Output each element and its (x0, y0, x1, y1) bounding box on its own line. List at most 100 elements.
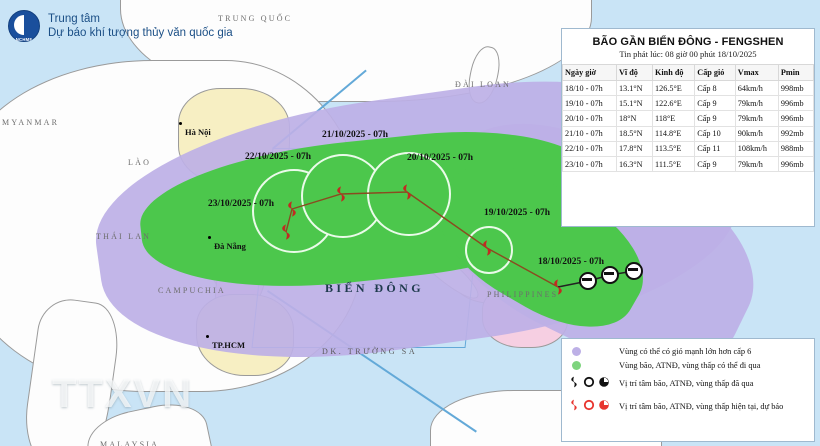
ring-icon (583, 398, 595, 416)
track-date-label-0: 23/10/2025 - 07h (208, 199, 274, 209)
agency-header: NCHMF Trung tâm Dự báo khí tượng thủy vă… (8, 10, 233, 42)
table-cell-0-4: 64km/h (734, 79, 779, 97)
legend-panel: Vùng có thể có gió mạnh lớn hơn cấp 6 Vùn… (561, 338, 815, 442)
legend-label: Vị trí tâm bão, ATNĐ, vùng thấp hiện tại… (619, 402, 784, 411)
past-position-marker-0 (579, 272, 597, 290)
table-cell-5-3: Cấp 9 (694, 155, 736, 173)
country-label-5: CAMPUCHIA (158, 286, 226, 295)
table-cell-3-0: 21/10 - 07h (561, 125, 618, 142)
table-cell-1-0: 19/10 - 07h (561, 95, 618, 112)
table-cell-5-2: 111.5°E (652, 155, 696, 173)
table-col-5: Pmin (777, 64, 815, 81)
panel-subtitle: Tin phát lúc: 08 giờ 00 phút 18/10/2025 (619, 49, 757, 59)
table-cell-4-0: 22/10 - 07h (561, 140, 618, 157)
table-cell-1-2: 122.6°E (652, 95, 696, 112)
table-cell-3-1: 18.5°N (616, 125, 654, 142)
table-row: 20/10 - 07h 18°N 118°E Cấp 9 79km/h 996mb (561, 110, 815, 127)
table-cell-4-1: 17.8°N (616, 140, 654, 157)
cyclone-icon (568, 398, 580, 416)
legend-item-0: Vùng có thể có gió mạnh lớn hơn cấp 6 (562, 344, 814, 358)
city-label-0: Hà Nội (179, 122, 211, 137)
table-cell-1-1: 15.1°N (616, 95, 654, 112)
table-cell-4-4: 108km/h (734, 140, 779, 157)
legend-item-3: Vị trí tâm bão, ATNĐ, vùng thấp hiện tại… (562, 395, 814, 418)
table-cell-3-3: Cấp 10 (694, 125, 736, 142)
forecast-position-marker-0 (278, 224, 295, 241)
legend-marker-icons (568, 375, 612, 393)
city-dot-icon (179, 122, 182, 125)
forecast-table-panel: BÃO GẦN BIỂN ĐÔNG - FENGSHEN Tin phát lú… (561, 28, 815, 227)
country-label-7: MALAYSIA (100, 440, 160, 446)
table-col-2: Kinh độ (652, 64, 696, 81)
past-position-marker-2 (625, 262, 643, 280)
cyclone-icon (568, 375, 580, 393)
country-label-2: THÁI LAN (96, 232, 152, 241)
table-row: 21/10 - 07h 18.5°N 114.8°E Cấp 10 90km/h 992m… (561, 125, 815, 142)
track-date-label-3: 20/10/2025 - 07h (407, 153, 473, 163)
half-circle-icon (598, 375, 610, 393)
table-cell-3-2: 114.8°E (652, 125, 696, 142)
forecast-position-marker-3 (399, 184, 416, 201)
archipelago-label-0: DK. TRƯỜNG SA (322, 347, 418, 356)
table-cell-1-4: 79km/h (734, 95, 779, 112)
legend-label: Vùng bão, ATNĐ, vùng thấp có thể đi qua (619, 360, 761, 370)
table-row: 18/10 - 07h 13.1°N 126.5°E Cấp 8 64km/h 998mb (561, 79, 815, 97)
table-col-1: Vĩ độ (616, 64, 654, 81)
city-dot-icon (208, 236, 211, 239)
table-cell-5-5: 996mb (777, 155, 815, 173)
table-cell-2-4: 79km/h (734, 110, 779, 127)
table-cell-5-0: 23/10 - 07h (561, 155, 618, 173)
logo-globe-icon (14, 15, 34, 35)
track-date-label-5: 18/10/2025 - 07h (538, 257, 604, 267)
legend-item-2: Vị trí tâm bão, ATNĐ, vùng thấp đã qua (562, 372, 814, 395)
forecast-position-marker-2 (333, 186, 350, 203)
table-cell-2-2: 118°E (652, 110, 696, 127)
table-cell-0-2: 126.5°E (652, 79, 696, 97)
city-label-1: Đà Nẵng (208, 236, 246, 251)
forecast-position-marker-5 (550, 279, 567, 296)
table-col-3: Cấp gió (694, 64, 736, 81)
legend-marker-icons (568, 398, 612, 416)
table-cell-5-4: 79km/h (734, 155, 779, 173)
table-body: 18/10 - 07h 13.1°N 126.5°E Cấp 8 64km/h 998mb… (561, 79, 815, 173)
legend-color-swatch (568, 360, 612, 370)
zone-swatch-icon (572, 346, 581, 356)
table-cell-4-2: 113.5°E (652, 140, 696, 157)
country-label-4: ĐÀI LOAN (455, 80, 512, 89)
half-circle-icon (598, 398, 610, 416)
table-cell-2-3: Cấp 9 (694, 110, 736, 127)
table-cell-0-0: 18/10 - 07h (561, 79, 618, 97)
city-dot-icon (206, 335, 209, 338)
sea-label-0: BIỂN ĐÔNG (325, 281, 424, 295)
table-cell-5-1: 16.3°N (616, 155, 654, 173)
table-cell-2-0: 20/10 - 07h (561, 110, 618, 127)
country-label-1: LÀO (128, 158, 152, 167)
forecast-position-marker-1 (284, 201, 301, 218)
table-row: 23/10 - 07h 16.3°N 111.5°E Cấp 9 79km/h 996mb (561, 155, 815, 173)
track-date-label-1: 22/10/2025 - 07h (245, 152, 311, 162)
table-col-0: Ngày giờ (561, 64, 618, 81)
table-cell-1-3: Cấp 9 (694, 95, 736, 112)
zone-swatch-icon (572, 360, 581, 370)
table-cell-3-4: 90km/h (734, 125, 779, 142)
country-label-3: TRUNG QUỐC (218, 14, 293, 23)
past-position-marker-1 (601, 266, 619, 284)
agency-line1: Trung tâm (48, 12, 100, 25)
table-cell-0-3: Cấp 8 (694, 79, 736, 97)
table-cell-3-5: 992mb (777, 125, 815, 142)
table-cell-2-5: 996mb (777, 110, 815, 127)
table-col-4: Vmax (734, 64, 779, 81)
city-label-2: TP.HCM (206, 335, 245, 350)
forecast-position-marker-4 (479, 240, 496, 257)
logo-label: NCHMF (15, 37, 33, 42)
agency-line2: Dự báo khí tượng thủy văn quốc gia (48, 27, 233, 39)
table-cell-0-1: 13.1°N (616, 79, 654, 97)
table-header-row: Ngày giờ Vĩ độ Kinh độ Cấp gió Vmax Pmin (561, 64, 815, 81)
track-date-label-2: 21/10/2025 - 07h (322, 130, 388, 140)
table-row: 19/10 - 07h 15.1°N 122.6°E Cấp 9 79km/h 996mb (561, 95, 815, 112)
track-date-label-4: 19/10/2025 - 07h (484, 208, 550, 218)
table-row: 22/10 - 07h 17.8°N 113.5°E Cấp 11 108km/h 988… (561, 140, 815, 157)
nchmf-logo-icon: NCHMF (8, 10, 40, 42)
